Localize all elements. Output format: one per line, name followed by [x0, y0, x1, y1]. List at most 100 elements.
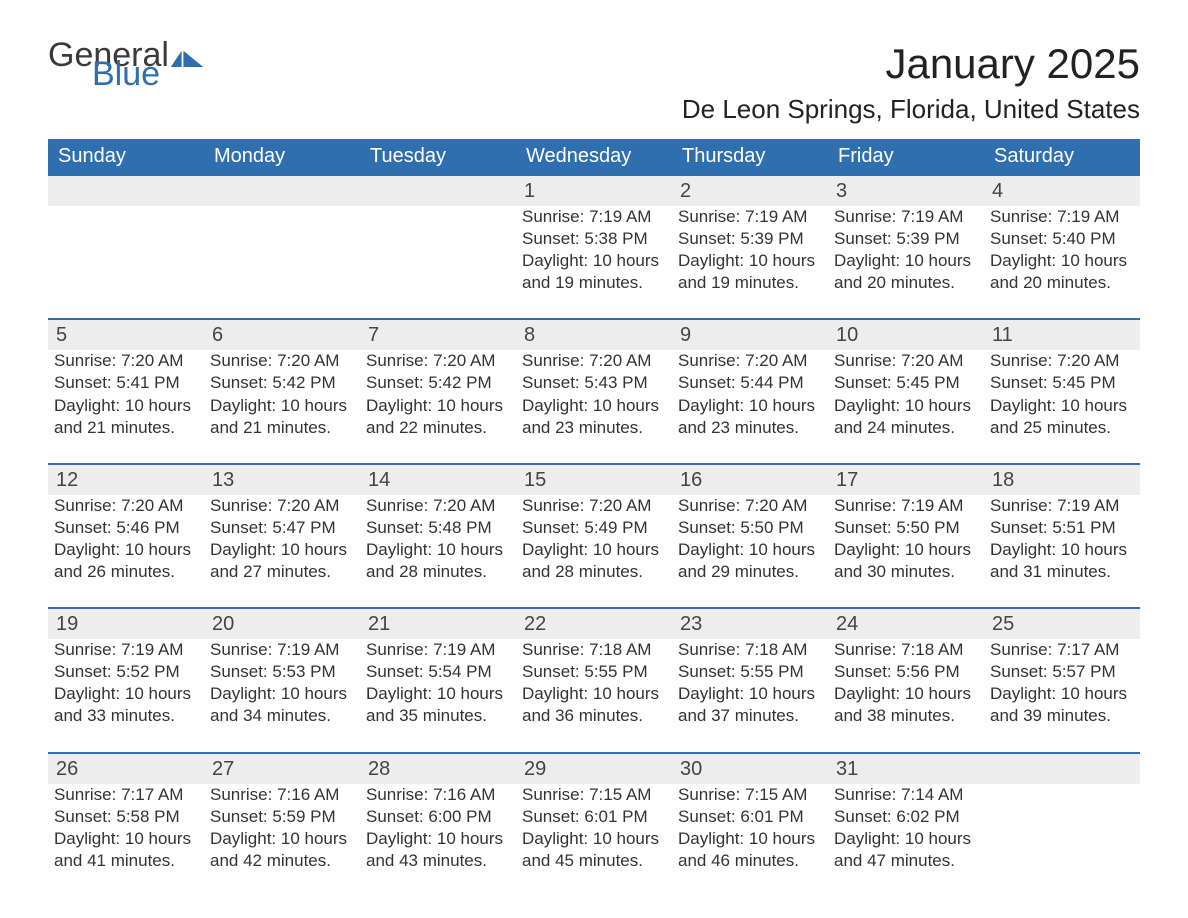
day-number-cell: 4 — [984, 175, 1140, 206]
dl1-text: Daylight: 10 hours — [54, 828, 198, 850]
day-number-cell: 3 — [828, 175, 984, 206]
sunset-text: Sunset: 5:51 PM — [990, 517, 1134, 539]
day-number-cell: 10 — [828, 319, 984, 350]
day-number-cell: 26 — [48, 753, 204, 784]
dl2-text: and 21 minutes. — [54, 417, 198, 439]
sunrise-text: Sunrise: 7:20 AM — [522, 495, 666, 517]
sunrise-text: Sunrise: 7:20 AM — [366, 495, 510, 517]
sunset-text: Sunset: 5:45 PM — [834, 372, 978, 394]
dl2-text: and 20 minutes. — [834, 272, 978, 294]
sunrise-text: Sunrise: 7:18 AM — [522, 639, 666, 661]
sunrise-text: Sunrise: 7:20 AM — [210, 350, 354, 372]
day-cell: Sunrise: 7:15 AMSunset: 6:01 PMDaylight:… — [672, 784, 828, 896]
brand-logo: General Blue — [48, 40, 205, 89]
sunset-text: Sunset: 5:39 PM — [678, 228, 822, 250]
day-cell: Sunrise: 7:19 AMSunset: 5:52 PMDaylight:… — [48, 639, 204, 752]
dl1-text: Daylight: 10 hours — [210, 828, 354, 850]
day-cell: Sunrise: 7:18 AMSunset: 5:55 PMDaylight:… — [516, 639, 672, 752]
sunset-text: Sunset: 5:42 PM — [366, 372, 510, 394]
day-cell: Sunrise: 7:19 AMSunset: 5:54 PMDaylight:… — [360, 639, 516, 752]
dl2-text: and 21 minutes. — [210, 417, 354, 439]
sunset-text: Sunset: 6:01 PM — [522, 806, 666, 828]
dl1-text: Daylight: 10 hours — [210, 683, 354, 705]
dl2-text: and 25 minutes. — [990, 417, 1134, 439]
sunset-text: Sunset: 5:45 PM — [990, 372, 1134, 394]
day-number-cell — [360, 175, 516, 206]
day-cell: Sunrise: 7:16 AMSunset: 5:59 PMDaylight:… — [204, 784, 360, 896]
day-number-cell: 19 — [48, 608, 204, 639]
dl1-text: Daylight: 10 hours — [990, 395, 1134, 417]
day-cell: Sunrise: 7:19 AMSunset: 5:50 PMDaylight:… — [828, 495, 984, 608]
day-number-cell: 25 — [984, 608, 1140, 639]
dl1-text: Daylight: 10 hours — [54, 395, 198, 417]
day-cell: Sunrise: 7:20 AMSunset: 5:48 PMDaylight:… — [360, 495, 516, 608]
dl2-text: and 23 minutes. — [678, 417, 822, 439]
day-number-cell: 31 — [828, 753, 984, 784]
day-number-cell: 11 — [984, 319, 1140, 350]
sunrise-text: Sunrise: 7:17 AM — [990, 639, 1134, 661]
sunrise-text: Sunrise: 7:19 AM — [834, 206, 978, 228]
dl2-text: and 24 minutes. — [834, 417, 978, 439]
day-number-cell: 1 — [516, 175, 672, 206]
dl2-text: and 39 minutes. — [990, 705, 1134, 727]
dl1-text: Daylight: 10 hours — [366, 395, 510, 417]
sunrise-text: Sunrise: 7:20 AM — [990, 350, 1134, 372]
sunrise-text: Sunrise: 7:20 AM — [678, 495, 822, 517]
sunrise-text: Sunrise: 7:16 AM — [366, 784, 510, 806]
sunrise-text: Sunrise: 7:15 AM — [678, 784, 822, 806]
dl1-text: Daylight: 10 hours — [210, 395, 354, 417]
day-cell: Sunrise: 7:18 AMSunset: 5:55 PMDaylight:… — [672, 639, 828, 752]
dl2-text: and 27 minutes. — [210, 561, 354, 583]
day-number-cell: 2 — [672, 175, 828, 206]
sunset-text: Sunset: 5:47 PM — [210, 517, 354, 539]
sunrise-text: Sunrise: 7:19 AM — [990, 495, 1134, 517]
day-cell: Sunrise: 7:19 AMSunset: 5:53 PMDaylight:… — [204, 639, 360, 752]
dl1-text: Daylight: 10 hours — [990, 539, 1134, 561]
content-row: Sunrise: 7:17 AMSunset: 5:58 PMDaylight:… — [48, 784, 1140, 896]
sunset-text: Sunset: 6:00 PM — [366, 806, 510, 828]
sunset-text: Sunset: 5:43 PM — [522, 372, 666, 394]
sunset-text: Sunset: 5:55 PM — [522, 661, 666, 683]
day-number-cell: 6 — [204, 319, 360, 350]
col-sunday: Sunday — [48, 139, 204, 175]
location-label: De Leon Springs, Florida, United States — [682, 94, 1140, 125]
dl2-text: and 38 minutes. — [834, 705, 978, 727]
day-number-cell: 12 — [48, 464, 204, 495]
day-cell: Sunrise: 7:20 AMSunset: 5:41 PMDaylight:… — [48, 350, 204, 463]
sunset-text: Sunset: 5:46 PM — [54, 517, 198, 539]
dl1-text: Daylight: 10 hours — [522, 828, 666, 850]
daynum-row: 19202122232425 — [48, 608, 1140, 639]
dl2-text: and 29 minutes. — [678, 561, 822, 583]
sunrise-text: Sunrise: 7:15 AM — [522, 784, 666, 806]
dl1-text: Daylight: 10 hours — [522, 683, 666, 705]
calendar-body: 1234Sunrise: 7:19 AMSunset: 5:38 PMDayli… — [48, 175, 1140, 896]
dl1-text: Daylight: 10 hours — [522, 250, 666, 272]
content-row: Sunrise: 7:19 AMSunset: 5:52 PMDaylight:… — [48, 639, 1140, 752]
brand-part2: Blue — [92, 59, 205, 90]
content-row: Sunrise: 7:20 AMSunset: 5:41 PMDaylight:… — [48, 350, 1140, 463]
day-cell: Sunrise: 7:20 AMSunset: 5:43 PMDaylight:… — [516, 350, 672, 463]
sunset-text: Sunset: 5:58 PM — [54, 806, 198, 828]
sunset-text: Sunset: 5:53 PM — [210, 661, 354, 683]
sunrise-text: Sunrise: 7:19 AM — [678, 206, 822, 228]
day-number-cell: 7 — [360, 319, 516, 350]
day-cell: Sunrise: 7:20 AMSunset: 5:49 PMDaylight:… — [516, 495, 672, 608]
sunset-text: Sunset: 6:02 PM — [834, 806, 978, 828]
sunrise-text: Sunrise: 7:20 AM — [834, 350, 978, 372]
day-number-cell: 21 — [360, 608, 516, 639]
dl2-text: and 46 minutes. — [678, 850, 822, 872]
day-cell: Sunrise: 7:19 AMSunset: 5:51 PMDaylight:… — [984, 495, 1140, 608]
day-cell: Sunrise: 7:15 AMSunset: 6:01 PMDaylight:… — [516, 784, 672, 896]
day-cell: Sunrise: 7:20 AMSunset: 5:46 PMDaylight:… — [48, 495, 204, 608]
sunset-text: Sunset: 5:55 PM — [678, 661, 822, 683]
dl2-text: and 28 minutes. — [522, 561, 666, 583]
dl2-text: and 31 minutes. — [990, 561, 1134, 583]
dl2-text: and 30 minutes. — [834, 561, 978, 583]
day-number-cell: 8 — [516, 319, 672, 350]
sunrise-text: Sunrise: 7:14 AM — [834, 784, 978, 806]
dl2-text: and 47 minutes. — [834, 850, 978, 872]
sunrise-text: Sunrise: 7:20 AM — [54, 495, 198, 517]
header-row: Sunday Monday Tuesday Wednesday Thursday… — [48, 139, 1140, 175]
brand-text: General Blue — [48, 40, 205, 89]
dl1-text: Daylight: 10 hours — [834, 539, 978, 561]
